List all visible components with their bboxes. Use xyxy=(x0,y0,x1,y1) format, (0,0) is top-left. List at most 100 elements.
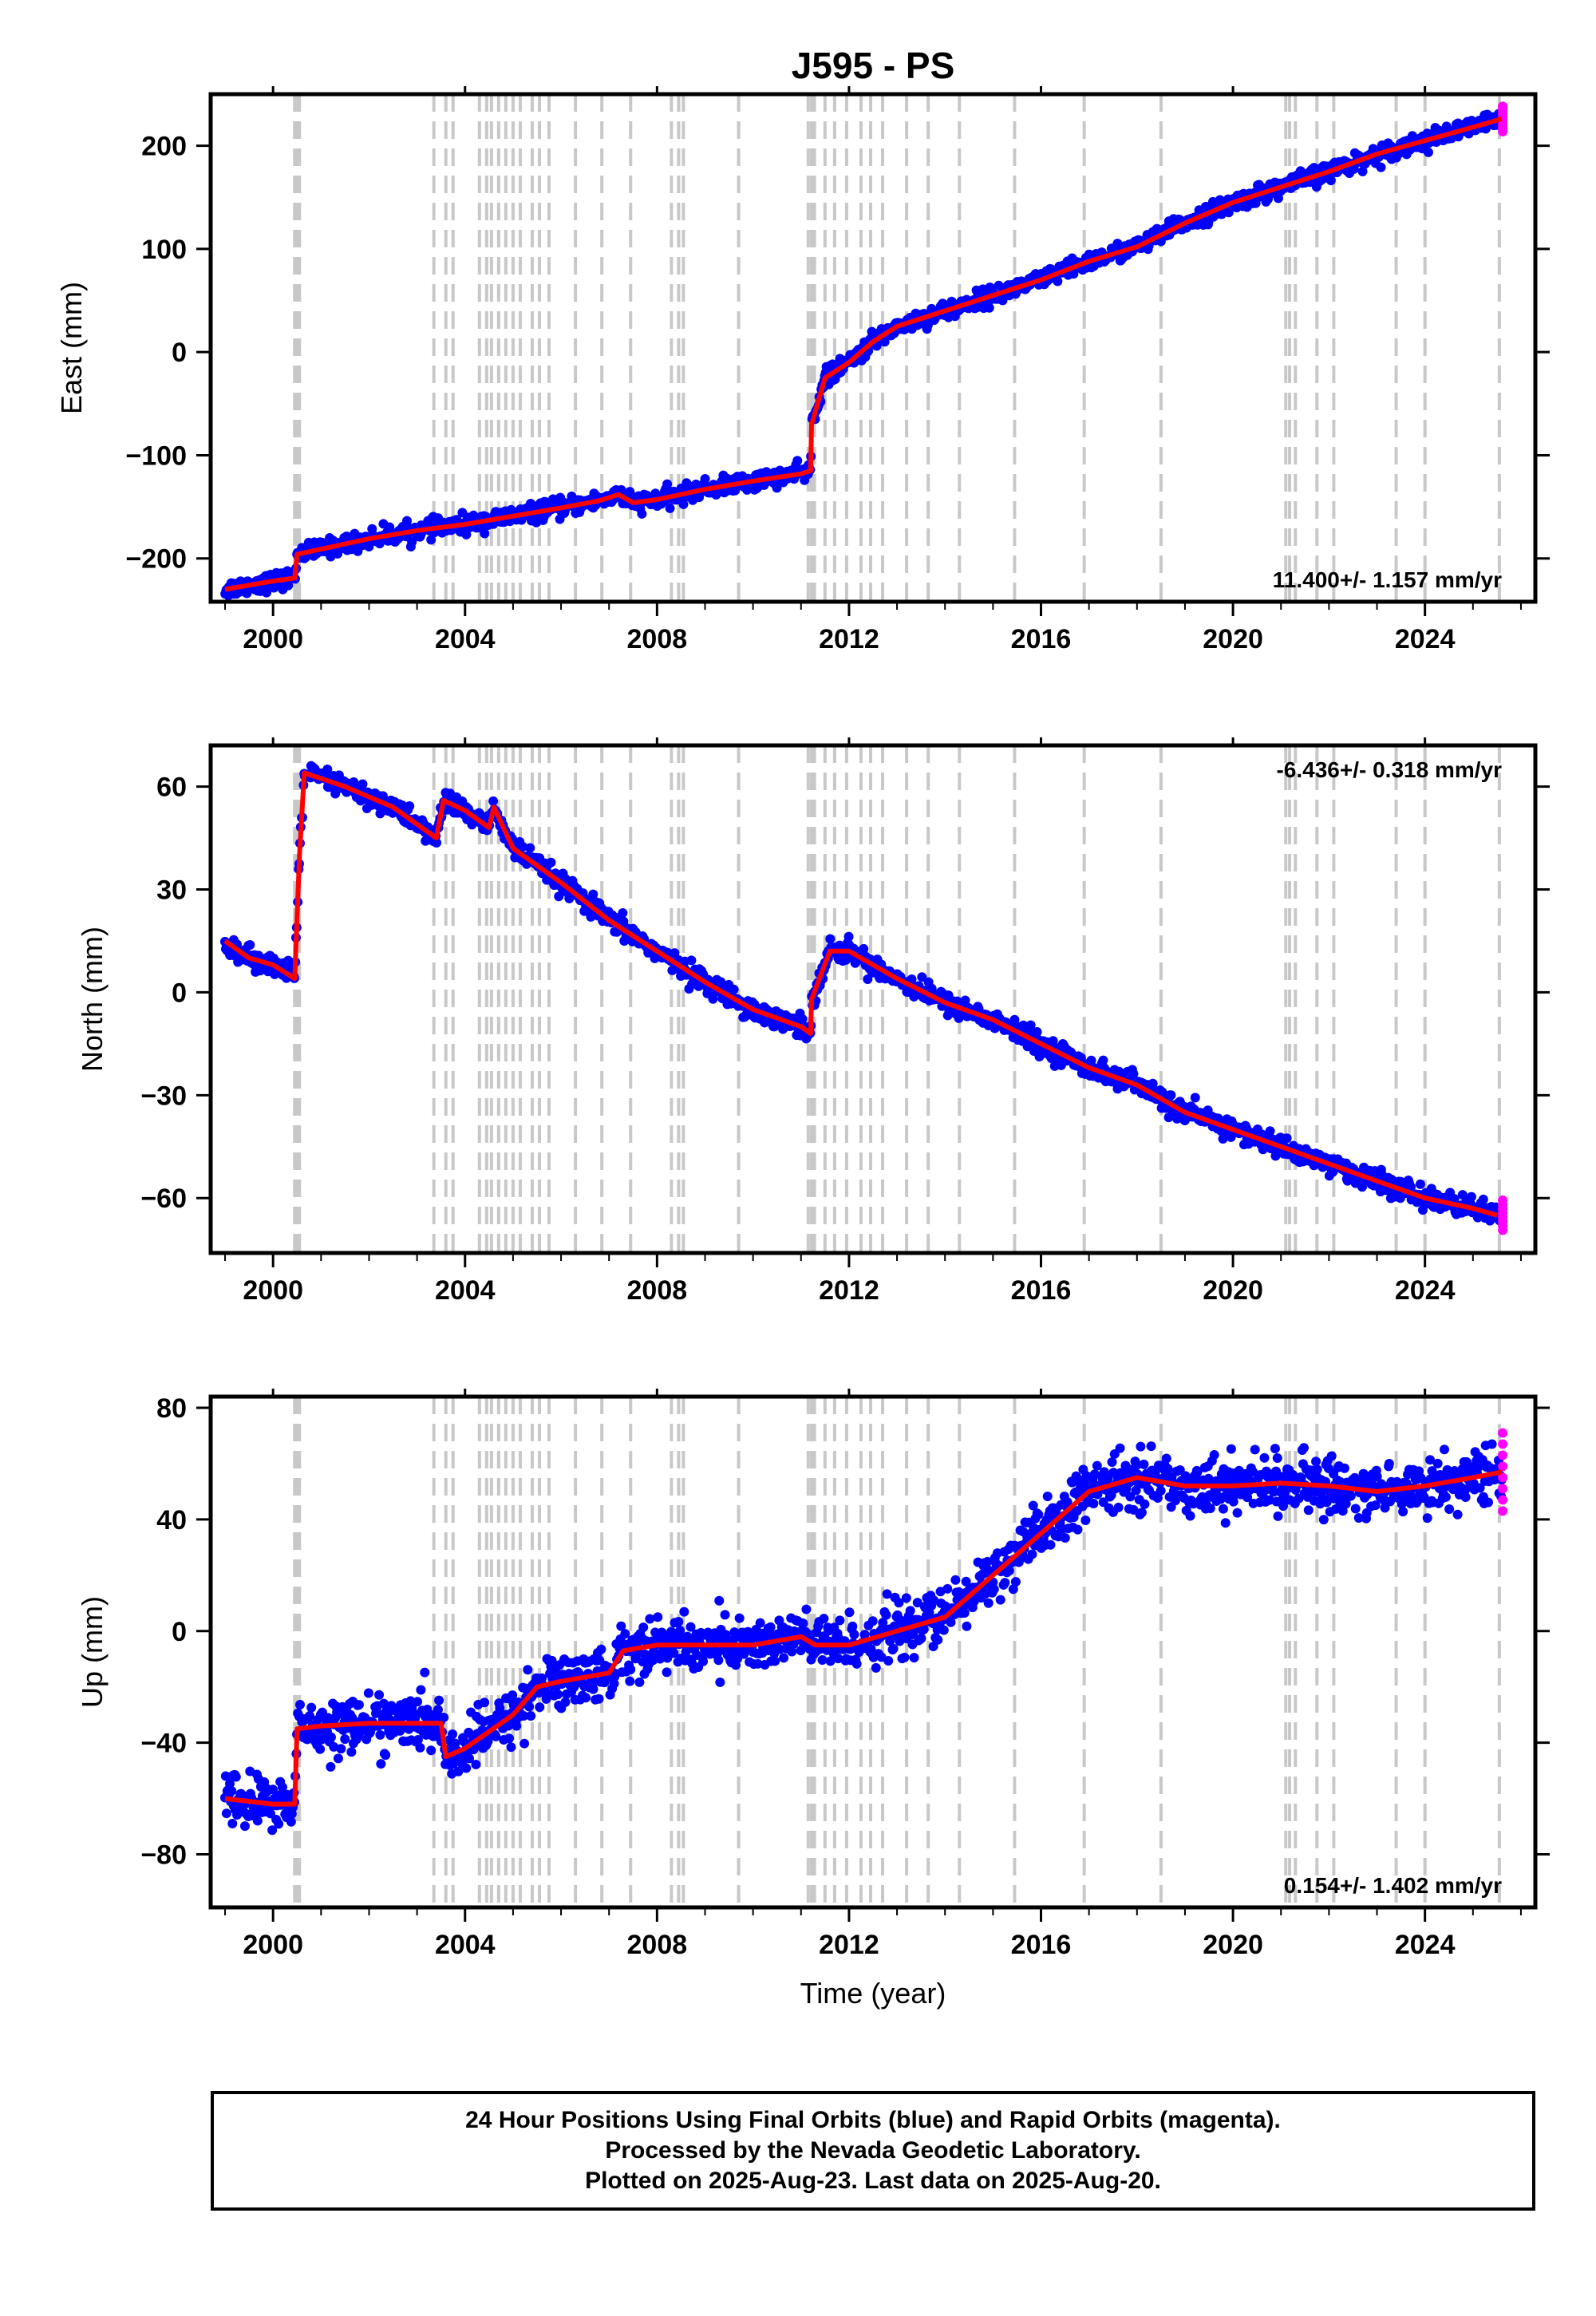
data-point-final xyxy=(1232,1508,1242,1518)
data-point-rapid xyxy=(1498,101,1508,112)
data-point-final xyxy=(267,1825,278,1836)
data-point-final xyxy=(404,1724,414,1734)
data-point-final xyxy=(413,1697,423,1707)
data-point-final xyxy=(1216,209,1227,219)
panel-east: 2000 2004 2008 2012 2016 2020 2024−200−1000100… xyxy=(55,86,1550,654)
data-point-final xyxy=(1112,239,1123,249)
data-point-final xyxy=(917,972,927,982)
data-point-final xyxy=(1274,1471,1284,1481)
data-point-final xyxy=(261,587,271,598)
data-point-final xyxy=(938,1625,949,1635)
data-point-final xyxy=(734,1613,745,1623)
data-point-final xyxy=(950,1575,961,1585)
data-point-final xyxy=(916,1633,926,1643)
data-point-final xyxy=(588,1684,598,1694)
data-point-final xyxy=(1113,1502,1124,1512)
data-point-final xyxy=(1376,162,1386,172)
data-point-final xyxy=(588,889,598,899)
x-tick-label: 2024 xyxy=(1395,1275,1456,1306)
data-point-final xyxy=(779,1653,789,1663)
data-point-final xyxy=(1425,1455,1436,1465)
data-point-final xyxy=(512,1721,522,1731)
data-point-final xyxy=(1025,1020,1036,1030)
data-point-final xyxy=(340,1734,350,1745)
data-point-final xyxy=(638,1622,649,1633)
data-point-final xyxy=(375,1729,385,1740)
data-point-final xyxy=(581,1693,591,1703)
data-point-final xyxy=(713,1655,724,1666)
data-point-final xyxy=(765,1622,776,1632)
data-point-final xyxy=(817,1655,828,1666)
data-point-final xyxy=(1009,1014,1020,1025)
data-point-final xyxy=(274,1819,284,1829)
data-point-final xyxy=(358,779,368,789)
data-point-final xyxy=(960,995,970,1006)
data-point-final xyxy=(662,1667,672,1678)
data-point-final xyxy=(506,1742,516,1753)
data-point-final xyxy=(491,1731,501,1741)
data-point-final xyxy=(1008,1584,1018,1595)
y-tick-label: 200 xyxy=(141,132,187,162)
data-point-final xyxy=(616,1621,626,1631)
data-point-final xyxy=(1166,1090,1176,1101)
rate-label: -6.436+/- 0.318 mm/yr xyxy=(1276,757,1502,782)
data-point-final xyxy=(304,1710,314,1721)
x-tick-label: 2020 xyxy=(1203,624,1263,654)
data-point-final xyxy=(1282,1133,1292,1144)
data-point-final xyxy=(1136,1441,1146,1452)
data-point-final xyxy=(1422,1513,1432,1524)
data-point-final xyxy=(1406,1182,1416,1192)
data-point-final xyxy=(354,1700,364,1710)
data-point-final xyxy=(330,788,341,799)
data-point-final xyxy=(1220,1518,1231,1528)
data-point-final xyxy=(634,1677,645,1687)
data-point-final xyxy=(546,857,556,868)
data-point-final xyxy=(1080,1516,1091,1526)
data-point-final xyxy=(326,1732,336,1742)
data-point-final xyxy=(1415,1179,1425,1189)
data-point-final xyxy=(909,1653,919,1663)
data-point-final xyxy=(1265,1126,1275,1136)
model-fit-line xyxy=(224,117,1503,592)
data-point-final xyxy=(698,1656,709,1666)
data-point-final xyxy=(523,1665,533,1675)
data-point-final xyxy=(329,1741,339,1752)
data-point-final xyxy=(525,843,535,853)
data-point-final xyxy=(1370,1500,1381,1511)
data-point-final xyxy=(322,765,333,775)
data-point-final xyxy=(849,1630,859,1640)
data-point-final xyxy=(265,1808,275,1819)
x-tick-label: 2020 xyxy=(1203,1275,1263,1306)
data-point-final xyxy=(1299,1443,1310,1453)
data-point-final xyxy=(637,508,647,519)
data-point-final xyxy=(1449,1194,1460,1204)
data-point-final xyxy=(1423,147,1433,157)
data-point-final xyxy=(912,1598,922,1608)
data-point-final xyxy=(1398,1507,1408,1517)
data-point-final xyxy=(700,474,710,484)
data-point-final xyxy=(376,1759,386,1769)
data-point-final xyxy=(439,1712,449,1722)
y-tick-label: −60 xyxy=(140,1184,187,1214)
data-point-final xyxy=(426,1745,437,1756)
panel-frame xyxy=(208,92,1538,604)
data-point-final xyxy=(1339,1463,1349,1473)
data-point-final xyxy=(770,1656,780,1666)
data-point-final xyxy=(1010,1576,1021,1587)
data-point-final xyxy=(882,1589,892,1599)
data-point-final xyxy=(1136,1508,1147,1518)
data-point-final xyxy=(220,1771,231,1781)
data-point-final xyxy=(1272,1452,1282,1463)
data-point-final xyxy=(519,1710,529,1721)
panels-group: 2000 2004 2008 2012 2016 2020 2024−200−1000100… xyxy=(55,86,1550,1960)
panel-up: 2000 2004 2008 2012 2016 2020 2024−80−4004080U… xyxy=(76,1389,1550,1960)
data-point-final xyxy=(420,1667,430,1678)
data-point-final xyxy=(377,791,388,801)
data-point-final xyxy=(1226,1444,1236,1454)
data-point-final xyxy=(1060,1532,1070,1543)
data-point-final xyxy=(1045,1539,1056,1550)
data-point-final xyxy=(227,1819,238,1829)
data-point-final xyxy=(1303,1505,1314,1516)
data-point-final xyxy=(867,1616,878,1626)
data-point-final xyxy=(905,1606,915,1616)
